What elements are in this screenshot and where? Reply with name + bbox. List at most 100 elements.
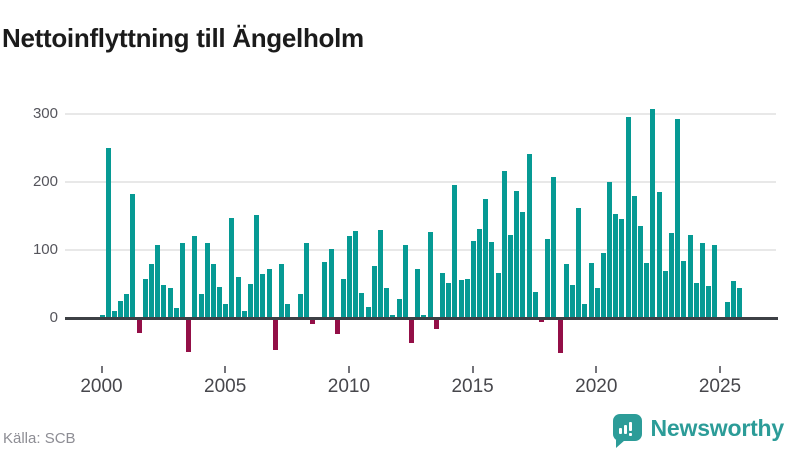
x-axis-tick-2010 xyxy=(347,366,350,373)
gridline-y-200 xyxy=(65,181,776,183)
bar-2014-Q3 xyxy=(458,279,464,318)
bar-2004-Q1 xyxy=(198,294,204,318)
bar-2005-Q4 xyxy=(241,311,247,318)
bar-2009-Q1 xyxy=(322,262,328,318)
bar-2000-Q3 xyxy=(111,311,117,318)
bar-2023-Q3 xyxy=(681,260,687,318)
bar-2013-Q2 xyxy=(427,231,433,318)
bar-2003-Q4 xyxy=(192,235,198,318)
mini-bar-icon xyxy=(618,428,622,434)
bar-2025-Q2 xyxy=(724,301,730,318)
bar-2020-Q1 xyxy=(594,288,600,318)
x-axis-baseline xyxy=(65,316,778,320)
bar-2020-Q4 xyxy=(613,213,619,318)
y-axis-label-300: 300 xyxy=(32,105,58,122)
bar-2002-Q1 xyxy=(149,263,155,318)
bar-2013-Q4 xyxy=(439,273,445,318)
bar-2007-Q2 xyxy=(279,263,284,318)
bar-2022-Q4 xyxy=(662,271,668,318)
bar-2007-Q3 xyxy=(285,304,291,318)
speech-bubble-shape xyxy=(612,414,642,441)
bar-2008-Q2 xyxy=(303,243,309,318)
x-axis-label-2015: 2015 xyxy=(451,376,494,397)
bar-2000-Q1 xyxy=(99,314,105,318)
bar-2010-Q3 xyxy=(359,292,365,318)
bar-2011-Q2 xyxy=(378,230,384,318)
bar-2018-Q4 xyxy=(563,264,569,318)
bar-2004-Q3 xyxy=(210,263,216,318)
bar-2001-Q2 xyxy=(130,194,136,318)
bar-2018-Q3 xyxy=(557,319,563,353)
bar-2016-Q1 xyxy=(495,273,501,318)
mini-exclamation-dot xyxy=(628,433,632,436)
x-axis-label-2025: 2025 xyxy=(698,376,742,397)
y-axis-label-0: 0 xyxy=(49,309,58,326)
bar-2016-Q4 xyxy=(514,190,520,318)
bar-2006-Q4 xyxy=(266,269,272,318)
bar-2010-Q4 xyxy=(365,307,371,318)
bar-2013-Q3 xyxy=(433,319,439,330)
bar-2013-Q1 xyxy=(421,314,427,318)
bar-2022-Q2 xyxy=(650,109,656,318)
bar-2017-Q1 xyxy=(520,211,526,318)
bar-2024-Q2 xyxy=(699,243,705,318)
bar-2024-Q3 xyxy=(706,286,712,318)
bar-2010-Q2 xyxy=(353,230,359,318)
x-axis-tick-2005 xyxy=(224,366,227,373)
gridline-y-100 xyxy=(65,249,776,251)
newsworthy-bubble-barchart-icon xyxy=(612,414,642,448)
bar-2017-Q3 xyxy=(532,292,538,318)
bar-2009-Q4 xyxy=(340,278,346,318)
bar-2000-Q2 xyxy=(105,148,111,318)
x-axis-tick-2000 xyxy=(100,366,103,373)
bar-2010-Q1 xyxy=(347,236,353,318)
bar-2002-Q4 xyxy=(167,288,173,318)
speech-bubble-tail xyxy=(615,440,625,448)
bar-2006-Q2 xyxy=(254,215,260,318)
bar-2020-Q2 xyxy=(600,252,606,318)
x-axis-tick-2020 xyxy=(595,366,598,373)
bar-2008-Q1 xyxy=(297,294,303,318)
bar-2015-Q2 xyxy=(477,228,483,318)
bar-2024-Q4 xyxy=(712,244,718,318)
bar-2016-Q2 xyxy=(501,171,507,318)
bar-2017-Q2 xyxy=(526,154,532,318)
bar-2005-Q2 xyxy=(229,218,235,318)
mini-exclamation-icon xyxy=(628,422,632,431)
newsworthy-wordmark: Newsworthy xyxy=(650,415,785,441)
bar-2011-Q4 xyxy=(390,314,396,318)
bar-2004-Q4 xyxy=(217,287,223,318)
bar-2019-Q3 xyxy=(582,303,588,318)
bar-2025-Q3 xyxy=(730,280,736,318)
bar-2012-Q1 xyxy=(396,298,402,318)
bar-2015-Q1 xyxy=(470,241,476,318)
bar-2021-Q1 xyxy=(619,219,625,318)
bar-2007-Q1 xyxy=(272,319,278,350)
bar-2009-Q2 xyxy=(328,249,334,318)
bar-2014-Q2 xyxy=(452,185,458,318)
bar-2006-Q3 xyxy=(260,273,266,318)
bar-2011-Q3 xyxy=(384,288,390,318)
bar-2017-Q4 xyxy=(538,319,544,323)
x-axis-label-2010: 2010 xyxy=(327,376,371,397)
bar-2022-Q1 xyxy=(644,262,650,318)
bar-2000-Q4 xyxy=(118,301,124,318)
bar-2012-Q3 xyxy=(409,319,414,343)
bar-2001-Q4 xyxy=(142,278,148,318)
bar-2001-Q3 xyxy=(136,319,142,333)
x-axis-tick-2015 xyxy=(471,366,474,373)
newsworthy-logo[interactable]: Newsworthy xyxy=(612,414,785,448)
bar-2015-Q4 xyxy=(489,241,495,318)
bar-2023-Q2 xyxy=(675,118,681,318)
bar-2022-Q3 xyxy=(656,192,662,318)
bar-2018-Q1 xyxy=(545,239,551,318)
bar-2018-Q2 xyxy=(551,176,557,318)
x-axis-label-2020: 2020 xyxy=(575,376,618,397)
bar-2003-Q3 xyxy=(186,319,192,352)
x-axis-label-2000: 2000 xyxy=(80,376,123,397)
gridline-y-300 xyxy=(65,113,776,115)
bar-2002-Q2 xyxy=(155,245,161,318)
bar-2014-Q4 xyxy=(464,278,470,318)
bar-2006-Q1 xyxy=(248,284,254,318)
bar-2011-Q1 xyxy=(371,265,377,318)
